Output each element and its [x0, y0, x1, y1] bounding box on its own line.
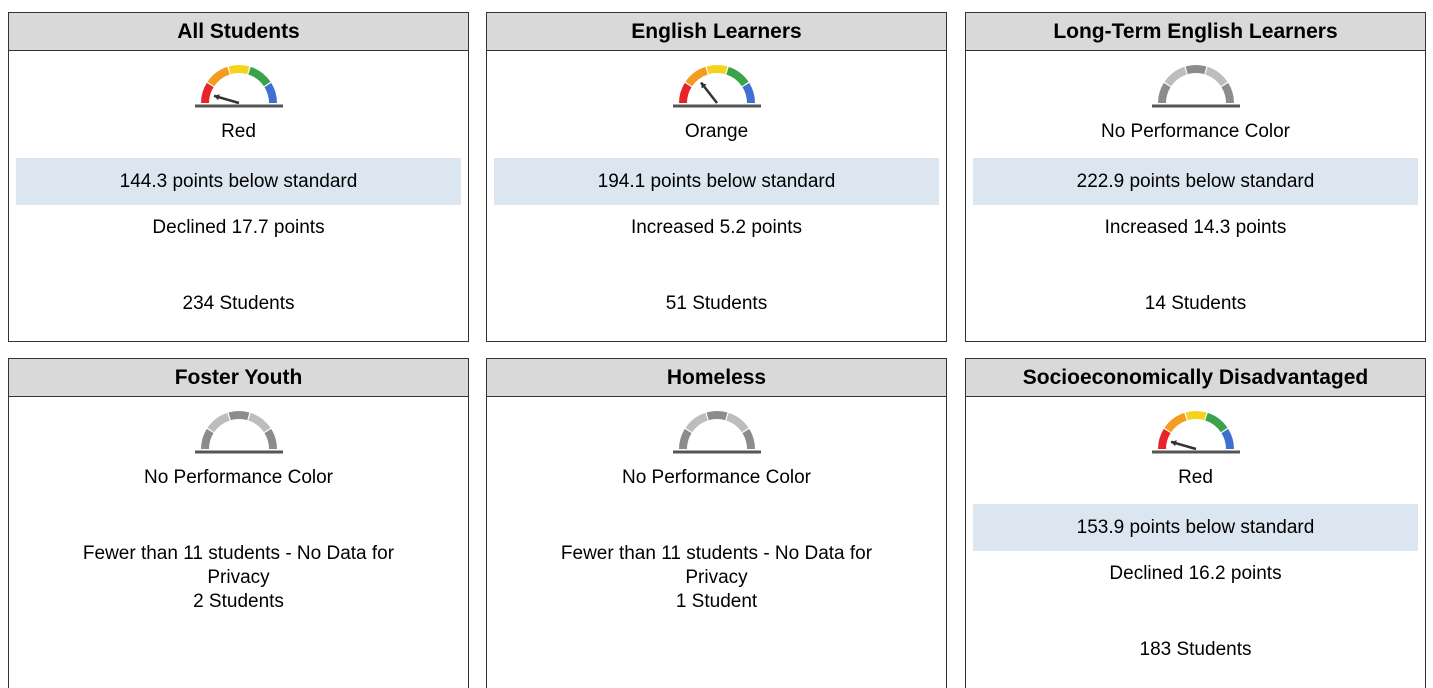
gauge [672, 65, 761, 108]
gauge-segment [1157, 428, 1171, 450]
gauge [1151, 65, 1240, 108]
performance-color: No Performance Color [143, 467, 334, 488]
status-box: 153.9 points below standard [973, 504, 1418, 551]
gauge-segment [684, 66, 708, 87]
gauge-segment [684, 412, 708, 433]
card-title: Homeless [487, 359, 946, 397]
privacy-note: Fewer than 11 students - No Data for Pri… [560, 543, 873, 588]
gauge-segment [1204, 66, 1228, 87]
card-title: All Students [9, 13, 468, 51]
gauge-segment [206, 66, 230, 87]
student-count: 183 Students [1139, 639, 1252, 660]
needle-head [1170, 440, 1177, 447]
gauge-segment [263, 428, 277, 450]
card: Socioeconomically Disadvantaged Red 153.9 … [965, 358, 1426, 688]
gauge-segment [725, 412, 749, 433]
student-count: 234 Students [182, 293, 295, 314]
card-title: Foster Youth [9, 359, 468, 397]
gauge-segment [228, 65, 249, 75]
performance-color: Orange [684, 121, 749, 142]
gauge-segment [200, 428, 214, 450]
gauge-segment [263, 82, 277, 104]
gauge-segment [725, 66, 749, 87]
gauge-segment [741, 428, 755, 450]
card: English Learners Orange 194.1 points below… [486, 12, 947, 342]
gauge [672, 411, 761, 454]
card-title: Long-Term English Learners [966, 13, 1425, 51]
performance-color: Red [1178, 467, 1213, 488]
change-text: Declined 17.7 points [152, 217, 325, 238]
privacy-note: Fewer than 11 students - No Data for Pri… [82, 543, 395, 588]
status-box: 222.9 points below standard [973, 158, 1418, 205]
card: All Students Red 144.3 points below standa… [8, 12, 469, 342]
gauge [1151, 411, 1240, 454]
gauge-segment [1163, 412, 1187, 433]
gauge-segment [1157, 82, 1171, 104]
change-text: Increased 5.2 points [630, 217, 803, 238]
student-count: 14 Students [1144, 293, 1247, 314]
change-text: Increased 14.3 points [1104, 217, 1287, 238]
status-box: 194.1 points below standard [494, 158, 939, 205]
status-box: 144.3 points below standard [16, 158, 461, 205]
card: Foster Youth No Performance Color Fewer th… [8, 358, 469, 688]
gauge-segment [200, 82, 214, 104]
gauge-segment [1185, 411, 1206, 421]
card-title: Socioeconomically Disadvantaged [966, 359, 1425, 397]
gauge-segment [1220, 82, 1234, 104]
card-title: English Learners [487, 13, 946, 51]
student-count: 1 Student [675, 591, 758, 612]
student-count: 2 Students [193, 591, 284, 612]
gauge-segment [706, 411, 727, 421]
gauge-segment [1204, 412, 1228, 433]
gauge-segment [1163, 66, 1187, 87]
card: Homeless No Performance Color Fewer than 1… [486, 358, 947, 688]
gauge-segment [678, 428, 692, 450]
gauge [194, 65, 283, 108]
change-text: Declined 16.2 points [1109, 563, 1282, 584]
performance-color: No Performance Color [621, 467, 812, 488]
performance-color: No Performance Color [1100, 121, 1291, 142]
needle-head [213, 94, 220, 101]
gauge-segment [247, 412, 271, 433]
student-count: 51 Students [665, 293, 768, 314]
card: Long-Term English Learners No Performance… [965, 12, 1426, 342]
gauge-segment [228, 411, 249, 421]
gauge-segment [206, 412, 230, 433]
gauge-segment [678, 82, 692, 104]
gauge-segment [247, 66, 271, 87]
needle-head [700, 82, 707, 89]
gauge-segment [1185, 65, 1206, 75]
performance-color: Red [221, 121, 256, 142]
gauge-segment [706, 65, 727, 75]
gauge-segment [1220, 428, 1234, 450]
gauge-segment [741, 82, 755, 104]
gauge [194, 411, 283, 454]
